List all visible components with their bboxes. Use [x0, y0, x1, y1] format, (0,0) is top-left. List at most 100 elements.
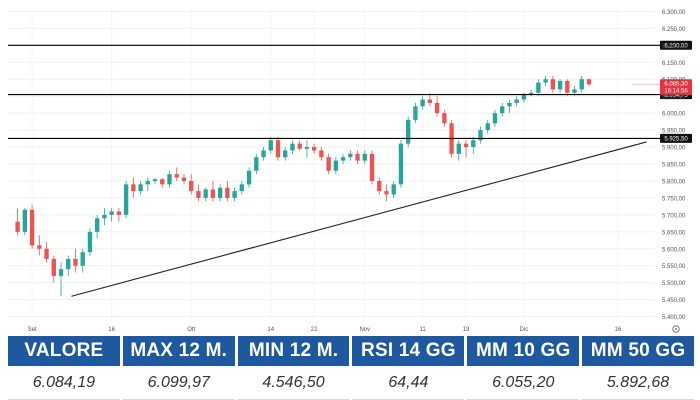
candle [167, 170, 172, 188]
candle-body [557, 80, 563, 90]
candle [116, 208, 122, 222]
candle [15, 208, 20, 236]
candle [210, 180, 216, 202]
candle [492, 109, 498, 127]
candle [550, 75, 555, 93]
y-tick-label: 5.900,00 [662, 146, 686, 152]
y-tick-label: 5.700,00 [662, 213, 686, 219]
candle [290, 140, 295, 154]
candle-body [109, 211, 114, 215]
candle [261, 147, 266, 161]
y-tick-label: 6.100,00 [662, 78, 686, 84]
candle-body [15, 221, 20, 232]
candle [196, 184, 201, 202]
candle [268, 136, 273, 154]
current-price-tag [660, 79, 692, 96]
x-tick-label: Ott [187, 327, 195, 333]
candle [246, 167, 252, 188]
price-level-tag-label: 6.200,00 [664, 44, 688, 50]
candle-body [456, 143, 461, 154]
x-tick-label: 14 [267, 327, 274, 333]
candle-body [340, 157, 346, 161]
candle-body [471, 140, 476, 148]
candle [565, 79, 570, 97]
candle [80, 248, 85, 273]
candle-body [377, 180, 382, 192]
candle-body [290, 143, 295, 151]
candle-body [217, 187, 223, 198]
candle-body [565, 80, 570, 93]
current-price-label: 6.085,30 [664, 82, 688, 88]
y-tick-label: 5.400,00 [662, 315, 686, 321]
candle [37, 235, 42, 256]
stats-value-rsi-14gg: 64,44 [352, 366, 465, 400]
candle [87, 228, 93, 256]
y-tick-label: 5.650,00 [662, 230, 686, 236]
candle [51, 255, 56, 283]
trendline-layer [71, 141, 647, 297]
candle-body [413, 106, 418, 120]
candle-body [326, 157, 331, 171]
candle-body [181, 177, 187, 181]
gear-icon[interactable] [672, 325, 680, 333]
candle [536, 79, 541, 97]
candle [189, 174, 194, 195]
y-tick-label: 5.950,00 [662, 129, 686, 135]
stats-values-row: 6.084,19 6.099,97 4.546,50 64,44 6.055,2… [8, 366, 694, 400]
candle-body [189, 180, 194, 192]
candle-body [311, 147, 317, 151]
candle-body [485, 123, 490, 131]
candle-body [543, 79, 548, 83]
candle [102, 208, 107, 226]
y-tick-label: 6.250,00 [662, 27, 686, 33]
candle [73, 248, 78, 273]
candle [507, 99, 512, 114]
price-level-tag-label: 5.925,50 [664, 137, 688, 143]
candle [340, 153, 346, 164]
candle-body [131, 184, 136, 192]
candle [181, 174, 187, 185]
candle [232, 187, 237, 202]
candle [22, 208, 28, 236]
gear-icon-ring [672, 325, 680, 333]
candle [174, 167, 179, 181]
candle-body [29, 209, 35, 246]
candle [138, 180, 143, 195]
candle-body [283, 150, 288, 158]
x-tick-label: Nov [359, 327, 370, 333]
candle-body [521, 94, 527, 100]
candle-body [22, 209, 28, 232]
y-tick-label: 6.300,00 [662, 10, 686, 16]
candle-body [152, 179, 158, 181]
candle-body [586, 79, 592, 85]
candle [217, 184, 223, 202]
candle-body [406, 119, 411, 144]
candle [485, 119, 490, 134]
price-chart[interactable]: 6.200,00 6.054,75 5.925,50 6.085,30 16:14:56… [0, 0, 700, 336]
candle [29, 204, 35, 249]
y-tick-label: 6.050,00 [662, 95, 686, 101]
gear-icon-center [675, 328, 677, 330]
stats-header-min-12m: MIN 12 M. [237, 336, 350, 366]
candle [58, 262, 64, 297]
candle-body [427, 99, 433, 103]
candle-body [507, 102, 512, 107]
candle-body [442, 113, 447, 124]
candle [326, 153, 331, 175]
candle [239, 180, 244, 195]
stats-header-rsi-14gg: RSI 14 GG [352, 336, 465, 366]
candle-body [297, 143, 302, 149]
candle-body [167, 174, 172, 185]
candle-body [95, 218, 100, 232]
candle-body [123, 184, 129, 215]
stats-table: VALORE MAX 12 M. MIN 12 M. RSI 14 GG MM … [8, 336, 694, 400]
candle-body [145, 180, 150, 185]
stats-value-mm-50gg: 5.892,68 [582, 366, 694, 400]
candle [406, 116, 411, 148]
current-price-time: 16:14:56 [664, 89, 688, 95]
candle [434, 96, 440, 117]
candle-body [102, 214, 107, 219]
candle [391, 180, 396, 198]
y-tick-label: 5.450,00 [662, 298, 686, 304]
